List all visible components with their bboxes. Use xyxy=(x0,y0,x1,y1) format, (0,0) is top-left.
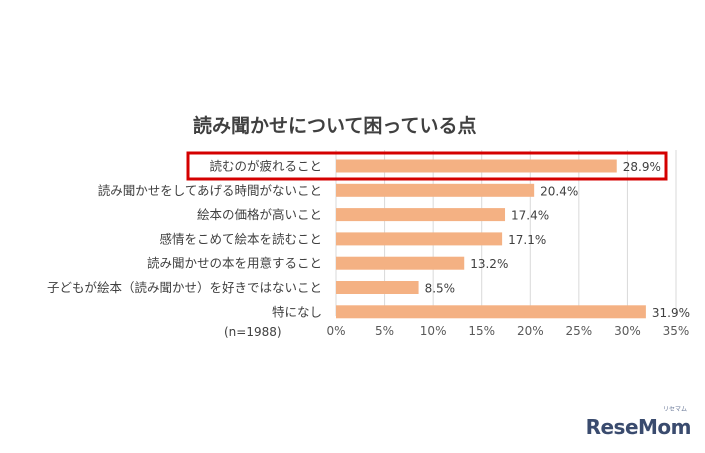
bar xyxy=(336,281,419,294)
bar xyxy=(336,159,617,173)
category-label: 読み聞かせをしてあげる時間がないこと xyxy=(98,183,322,198)
x-tick-label: 10% xyxy=(420,324,447,338)
x-tick-label: 35% xyxy=(663,324,690,338)
x-tick-label: 0% xyxy=(326,324,345,338)
bar xyxy=(336,232,503,246)
logo-subtext: リセマム xyxy=(662,406,687,413)
x-tick-label: 15% xyxy=(468,324,495,338)
category-label: 読み聞かせの本を用意すること xyxy=(147,256,322,271)
highlight-box xyxy=(186,151,668,181)
chart-title: 読み聞かせについて困っている点 xyxy=(193,114,476,137)
x-tick-label: 5% xyxy=(375,324,394,338)
category-label: 絵本の価格が高いこと xyxy=(197,207,322,222)
x-tick-label: 20% xyxy=(517,324,544,338)
category-label: 読むのが疲れること xyxy=(209,159,322,174)
x-tick-label: 30% xyxy=(614,324,641,338)
resemom-logo: ReseMom xyxy=(585,415,692,439)
bar xyxy=(336,305,646,319)
value-label: 28.9% xyxy=(623,160,661,174)
value-label: 17.4% xyxy=(511,209,549,223)
category-label: 子どもが絵本（読み聞かせ）を好きではないこと xyxy=(47,280,322,295)
value-label: 31.9% xyxy=(652,306,690,320)
category-label: 特になし xyxy=(272,304,322,319)
value-label: 17.1% xyxy=(508,233,546,247)
category-label: 感情をこめて絵本を読むこと xyxy=(159,231,322,246)
bar xyxy=(336,208,506,222)
bar xyxy=(336,183,535,197)
bar xyxy=(336,256,465,270)
x-tick-label: 25% xyxy=(566,324,593,338)
value-label: 13.2% xyxy=(470,257,508,271)
sample-size-note: (n=1988) xyxy=(224,325,282,339)
value-label: 20.4% xyxy=(540,184,578,198)
value-label: 8.5% xyxy=(425,282,456,296)
